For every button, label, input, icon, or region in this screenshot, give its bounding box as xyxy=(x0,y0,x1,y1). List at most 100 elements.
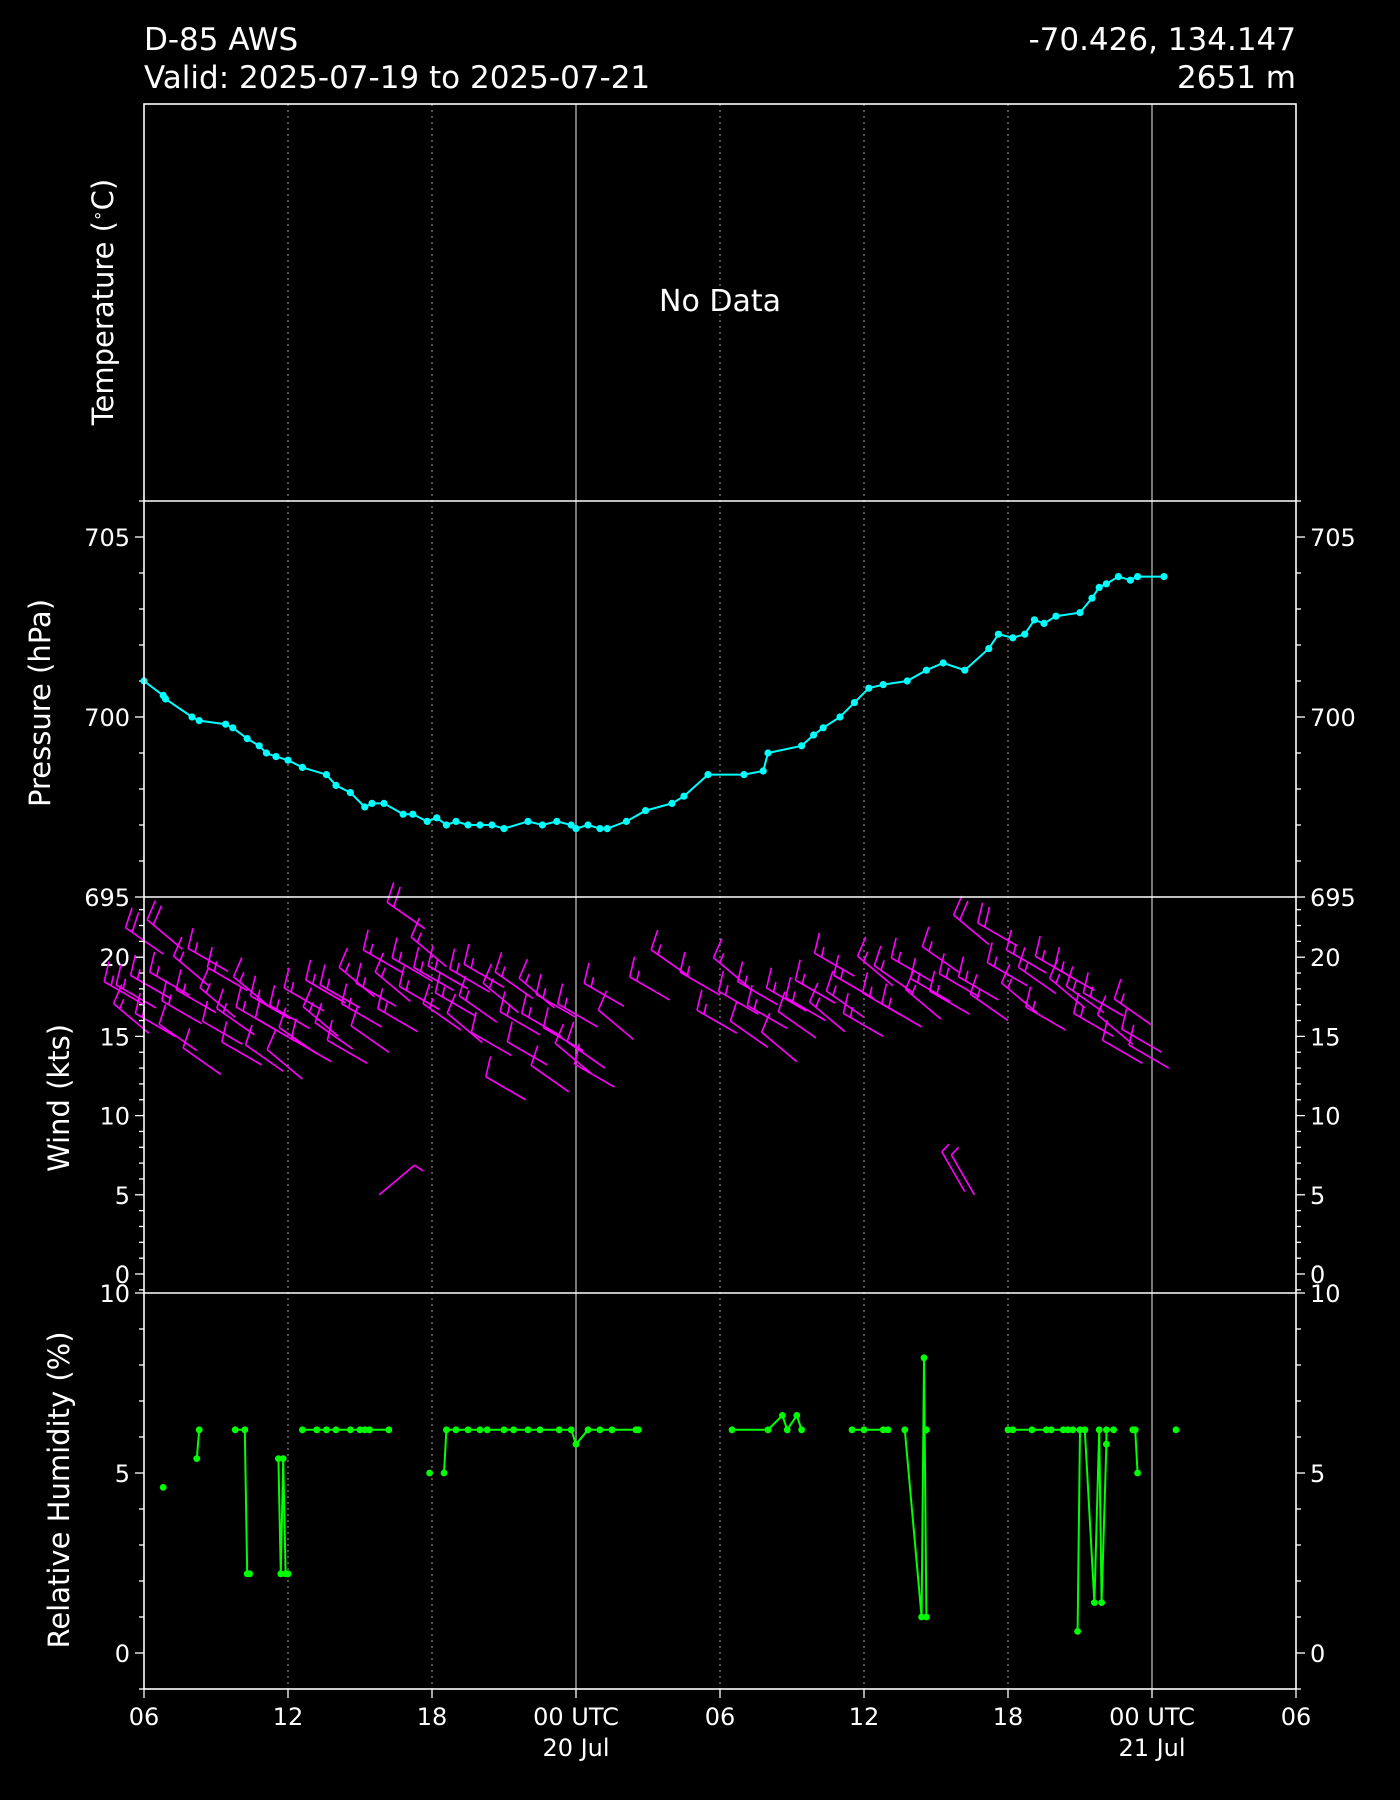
wind-barb-feather xyxy=(921,926,930,947)
humidity-point xyxy=(879,1426,887,1434)
wind-barb-feather xyxy=(470,1011,477,1033)
wind-barb xyxy=(520,992,562,1038)
wind-barb-staff xyxy=(158,1023,198,1052)
wind-barb xyxy=(319,964,361,1009)
pressure-point xyxy=(262,749,270,757)
wind-barb-half-feather xyxy=(419,961,424,972)
humidity-point xyxy=(1103,1440,1110,1448)
humidity-point xyxy=(783,1426,791,1434)
humidity-point xyxy=(1064,1426,1072,1434)
wind-barb xyxy=(1101,1019,1143,1065)
wind-barb-half-feather xyxy=(935,984,940,996)
wind-barb-feather xyxy=(376,988,384,1009)
wind-barb-feather xyxy=(244,1024,253,1046)
station-elevation: 2651 m xyxy=(1177,60,1296,96)
wind-barb-feather xyxy=(712,938,723,959)
wind-barb-feather xyxy=(115,964,122,986)
wind-barb-half-feather xyxy=(347,997,352,1009)
wind-barb xyxy=(736,961,778,1006)
humidity-tick-label-right: 0 xyxy=(1310,1640,1325,1668)
wind-barb-half-feather xyxy=(441,986,446,997)
wind-barb-half-feather xyxy=(213,961,218,972)
time-tick-label: 00 UTC xyxy=(533,1703,619,1731)
humidity-point xyxy=(1103,1426,1110,1434)
wind-barb-feather xyxy=(446,993,457,1014)
wind-barb-feather xyxy=(518,958,529,979)
wind-barb-feather xyxy=(506,1021,513,1043)
wind-barb-feather xyxy=(583,962,590,984)
time-tick-label: 00 UTC xyxy=(1109,1703,1195,1731)
wind-barb xyxy=(794,959,836,1004)
pressure-point xyxy=(272,753,280,761)
wind-barb-feather xyxy=(146,900,157,921)
station-coords: -70.426, 134.147 xyxy=(1028,22,1296,58)
wind-barb-feather xyxy=(597,990,608,1011)
humidity-point xyxy=(246,1570,254,1578)
wind-barb-feather xyxy=(220,1021,228,1043)
humidity-point xyxy=(159,1484,167,1491)
wind-barb xyxy=(760,1012,798,1063)
wind-barb-feather xyxy=(391,937,398,959)
wind-barb-half-feather xyxy=(524,973,531,984)
humidity-point xyxy=(524,1426,532,1434)
wind-barb-staff xyxy=(326,1039,368,1065)
wind-barb-feather xyxy=(746,984,753,1006)
humidity-point xyxy=(1047,1426,1055,1434)
wind-barb xyxy=(182,1027,222,1076)
wind-barb-half-feather xyxy=(1012,943,1017,955)
wind-barb-feather xyxy=(340,983,348,1005)
humidity-point xyxy=(860,1426,868,1434)
wind-barb xyxy=(679,951,721,996)
wind-barb-half-feather xyxy=(887,997,892,1009)
humidity-point xyxy=(332,1426,340,1434)
wind-barb-feather xyxy=(124,907,133,928)
wind-barb xyxy=(482,963,519,1014)
wind-barb xyxy=(1120,1008,1162,1053)
wind-barb-half-feather xyxy=(743,975,748,986)
wind-barb-staff xyxy=(202,1020,243,1046)
wind-barb-feather xyxy=(566,1021,575,1042)
wind-barb-half-feather xyxy=(1120,993,1125,1004)
pressure-point xyxy=(764,749,772,757)
pressure-tick-label-right: 705 xyxy=(1310,524,1356,552)
wind-barb-half-feather xyxy=(801,973,806,985)
wind-barb-half-feather xyxy=(1054,973,1061,984)
pressure-point xyxy=(572,825,580,833)
wind-barb xyxy=(470,1011,512,1057)
time-tick-label: 18 xyxy=(993,1703,1024,1731)
wind-barb-feather xyxy=(422,983,431,1004)
time-tick-label: 12 xyxy=(849,1703,880,1731)
wind-barb xyxy=(530,1045,570,1093)
wind-barb-half-feather xyxy=(290,981,295,993)
wind-barb-feather xyxy=(160,980,168,1001)
wind-barb-staff xyxy=(941,1151,966,1193)
wind-barb xyxy=(1053,946,1095,992)
wind-barb-half-feather xyxy=(344,962,351,973)
wind-barb-staff xyxy=(1128,1044,1170,1069)
wind-barb-feather xyxy=(760,1012,771,1033)
wind-barb-staff xyxy=(314,1022,354,1050)
wind-panel: Wind (kts) 0 0 5 5 10 10 15 15 20 20 xyxy=(42,882,1341,1291)
wind-barb-feather xyxy=(268,984,276,1006)
pressure-point xyxy=(452,817,460,826)
wind-barb xyxy=(266,1030,303,1080)
wind-barb xyxy=(304,959,347,1004)
humidity-point xyxy=(572,1440,580,1448)
pressure-point xyxy=(1102,580,1110,588)
wind-barb xyxy=(199,968,236,1018)
wind-barb-half-feather xyxy=(398,951,403,963)
wind-barb-feather xyxy=(976,902,984,924)
pressure-point xyxy=(500,825,508,833)
wind-barb-half-feather xyxy=(993,956,998,967)
temperature-panel: No Data Temperature (∘C) xyxy=(86,179,781,426)
humidity-point xyxy=(608,1426,616,1434)
wind-barb xyxy=(784,977,826,1022)
pressure-tick-label-right: 700 xyxy=(1310,704,1356,732)
wind-barb xyxy=(362,929,404,974)
pressure-point xyxy=(423,817,431,826)
pressure-point xyxy=(464,821,472,829)
pressure-point xyxy=(433,814,441,822)
humidity-point xyxy=(918,1613,925,1621)
wind-barb-feather xyxy=(729,1001,738,1022)
wind-barb-half-feather xyxy=(910,984,917,995)
